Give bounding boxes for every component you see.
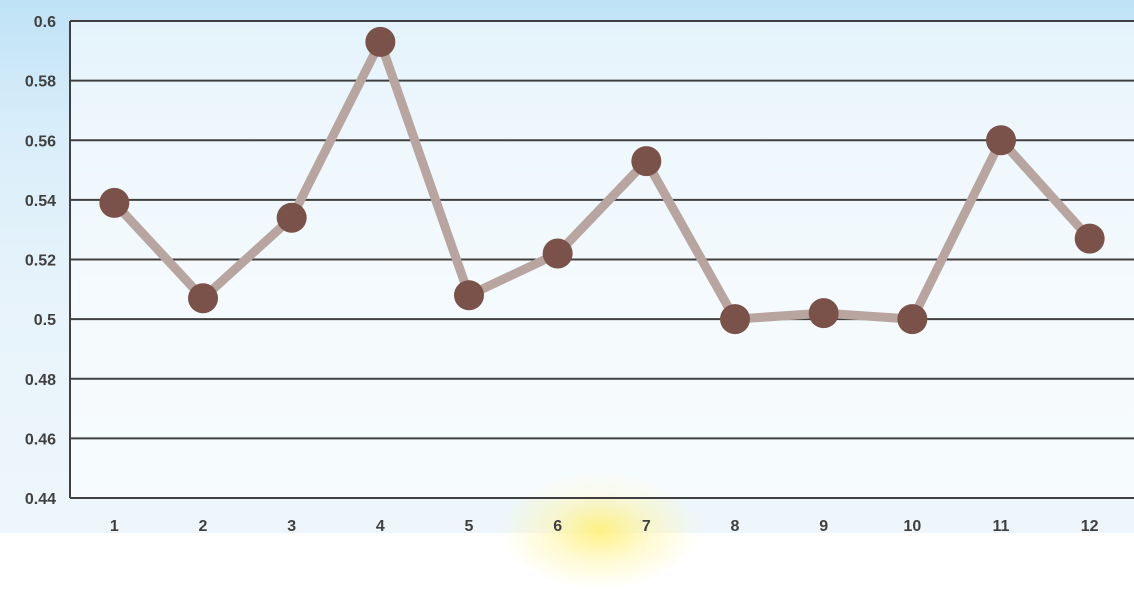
y-tick-label: 0.48 xyxy=(25,372,56,389)
y-tick-label: 0.5 xyxy=(34,312,56,329)
data-point xyxy=(720,304,750,335)
y-tick-label: 0.56 xyxy=(25,133,56,150)
x-tick-label: 9 xyxy=(819,518,828,533)
y-tick-label: 0.46 xyxy=(25,431,56,448)
series-line xyxy=(109,37,1095,324)
x-tick-label: 3 xyxy=(287,518,296,533)
x-tick-label: 12 xyxy=(1081,518,1099,533)
x-tick-label: 11 xyxy=(993,518,1010,533)
x-tick-label: 2 xyxy=(199,518,208,533)
data-point xyxy=(365,26,396,57)
data-series xyxy=(99,26,1105,335)
data-point xyxy=(454,280,484,311)
x-tick-label: 1 xyxy=(110,518,119,533)
data-point xyxy=(631,146,662,177)
y-tick-label: 0.44 xyxy=(25,491,56,508)
y-tick-label: 0.54 xyxy=(25,193,56,210)
data-point xyxy=(897,304,928,335)
data-point xyxy=(986,125,1016,156)
data-point xyxy=(99,187,130,218)
data-point xyxy=(276,202,307,233)
x-tick-label: 10 xyxy=(903,518,921,533)
x-tick-label: 6 xyxy=(553,518,562,533)
data-point xyxy=(1074,223,1105,254)
y-tick-label: 0.58 xyxy=(25,74,56,91)
x-tick-label: 4 xyxy=(376,518,385,533)
y-axis-tick-labels: 0.44 0.46 0.48 0.5 0.52 0.54 0.56 0.58 0.6 xyxy=(25,14,56,508)
x-tick-label: 7 xyxy=(642,518,651,533)
x-tick-label: 8 xyxy=(731,518,740,533)
data-point xyxy=(542,238,573,269)
data-point xyxy=(808,298,839,329)
x-tick-label: 5 xyxy=(465,518,474,533)
x-axis-tick-labels: 1 2 3 4 5 6 7 8 9 10 11 12 xyxy=(110,518,1099,533)
y-tick-label: 0.6 xyxy=(34,14,56,31)
y-tick-label: 0.52 xyxy=(25,253,56,270)
data-point xyxy=(188,283,218,314)
